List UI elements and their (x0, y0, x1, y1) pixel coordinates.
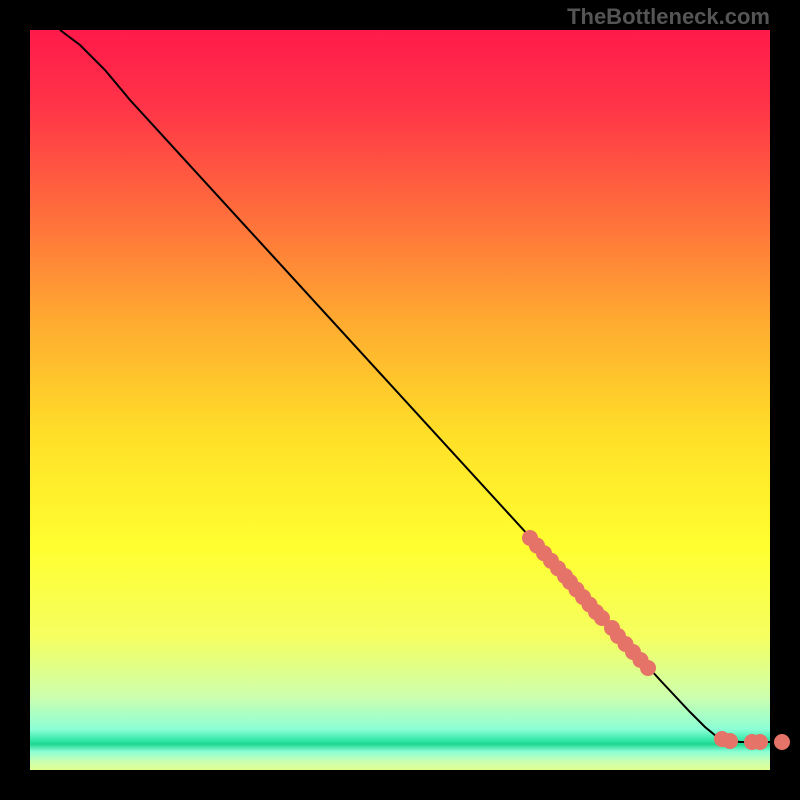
plot-area (30, 30, 770, 770)
chart-frame: TheBottleneck.com (0, 0, 800, 800)
watermark-text: TheBottleneck.com (567, 4, 770, 30)
data-marker (774, 734, 790, 750)
